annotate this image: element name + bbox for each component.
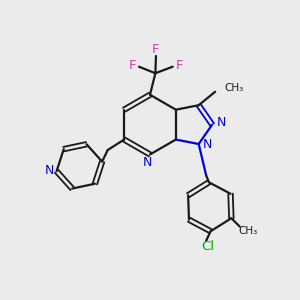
Text: N: N xyxy=(44,164,54,177)
Text: CH₃: CH₃ xyxy=(225,83,244,93)
Text: F: F xyxy=(152,43,160,56)
Text: N: N xyxy=(143,156,152,169)
Text: F: F xyxy=(129,59,136,72)
Text: N: N xyxy=(216,116,226,129)
Text: Cl: Cl xyxy=(201,240,214,253)
Text: F: F xyxy=(176,59,183,72)
Text: N: N xyxy=(203,138,212,151)
Text: CH₃: CH₃ xyxy=(238,226,257,236)
